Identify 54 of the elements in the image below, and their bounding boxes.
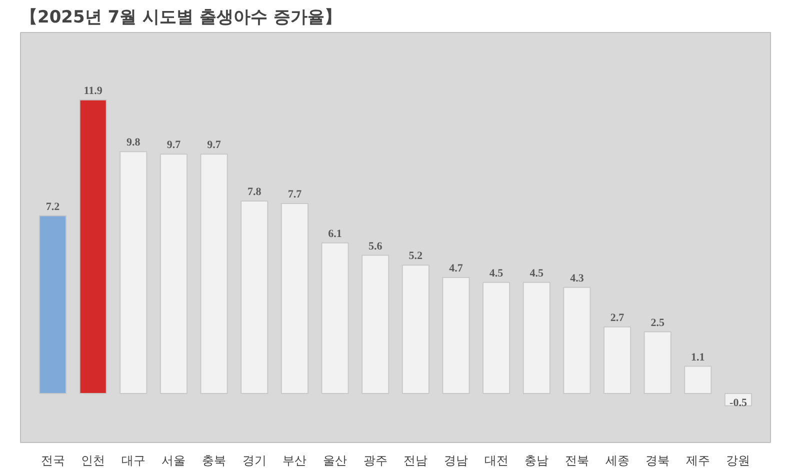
bar xyxy=(321,242,349,394)
data-label: 2.5 xyxy=(650,316,665,329)
bar xyxy=(79,99,107,394)
bar xyxy=(280,202,308,394)
data-label: 11.9 xyxy=(84,84,103,97)
x-tick-label: 부산 xyxy=(282,454,307,468)
bar xyxy=(240,200,268,394)
data-label: 9.7 xyxy=(166,139,182,152)
bar xyxy=(442,276,470,394)
bar xyxy=(38,215,67,394)
bar xyxy=(200,154,228,394)
x-tick-label: 제주 xyxy=(686,454,710,468)
data-label: -0.5 xyxy=(730,396,748,409)
data-label: 9.7 xyxy=(207,139,222,152)
x-tick-label: 경남 xyxy=(444,454,468,468)
x-tick-label: 경기 xyxy=(242,454,266,468)
bar xyxy=(120,151,148,394)
bar xyxy=(684,366,712,394)
bar xyxy=(160,154,188,394)
x-tick-label: 강원 xyxy=(726,454,750,468)
bar xyxy=(603,326,632,394)
data-label: 7.2 xyxy=(46,200,60,213)
bar xyxy=(563,286,591,394)
x-tick-label: 전북 xyxy=(564,454,589,468)
data-label: 9.8 xyxy=(126,136,141,149)
x-tick-label: 인천 xyxy=(81,454,106,468)
data-label: 4.5 xyxy=(489,267,504,280)
bar xyxy=(362,254,390,394)
bar xyxy=(402,264,430,394)
x-tick-label: 울산 xyxy=(323,454,348,468)
data-label: 4.5 xyxy=(530,267,544,280)
x-tick-label: 광주 xyxy=(363,454,388,468)
x-tick-label: 경북 xyxy=(646,454,670,468)
data-label: 6.1 xyxy=(328,228,342,240)
data-label: 7.7 xyxy=(288,188,302,200)
data-label: 2.7 xyxy=(610,312,625,324)
data-label: 5.6 xyxy=(368,240,383,252)
x-tick-label: 전남 xyxy=(404,454,428,468)
bar xyxy=(644,331,672,394)
data-label: 1.1 xyxy=(691,351,705,364)
x-tick-label: 전국 xyxy=(40,454,65,468)
data-label: 4.3 xyxy=(570,272,584,284)
chart-title: 【2025년 7월 시도별 출생아수 증가율】 xyxy=(20,8,342,28)
bar xyxy=(522,282,550,394)
x-tick-label: 대전 xyxy=(484,454,508,468)
bar xyxy=(482,282,510,394)
data-label: 7.8 xyxy=(247,186,262,198)
x-tick-label: 충남 xyxy=(524,454,549,468)
data-label: 4.7 xyxy=(449,262,464,274)
x-tick-label: 서울 xyxy=(162,454,186,468)
x-tick-label: 대구 xyxy=(121,454,146,468)
data-label: 5.2 xyxy=(408,250,424,262)
x-tick-label: 충북 xyxy=(202,454,226,468)
x-tick-label: 세종 xyxy=(605,454,630,468)
